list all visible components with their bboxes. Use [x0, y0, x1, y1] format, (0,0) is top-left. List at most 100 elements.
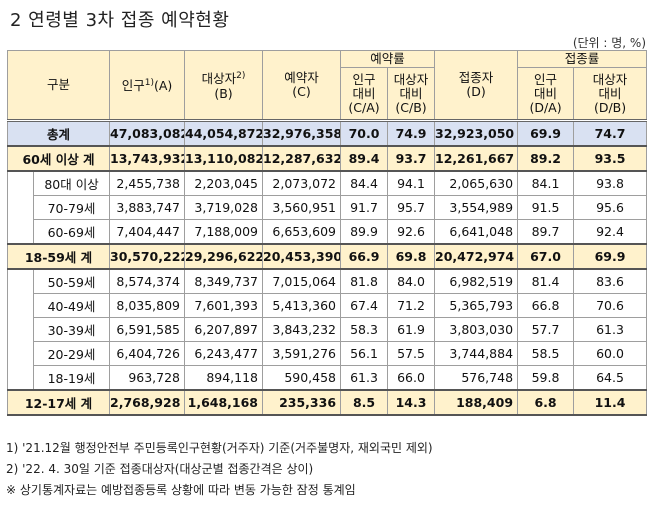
row-label: 총계: [6, 119, 111, 147]
cell-target: 44,054,872: [184, 119, 264, 147]
cell-da: 59.8: [517, 365, 575, 391]
cell-cb: 94.1: [387, 170, 436, 196]
cell-target: 2,203,045: [184, 170, 264, 196]
cell-reserved: 5,413,360: [262, 293, 342, 318]
table-row: 70-79세 3,883,747 3,719,028 3,560,951 91.7 95.…: [7, 195, 648, 220]
footnotes: 1) '21.12월 행정안전부 주민등록인구현황(거주자) 기준(거주불명자,…: [6, 438, 433, 501]
cell-cb: 84.0: [387, 268, 436, 294]
header-vaccination-rate: 접종률: [517, 50, 648, 68]
cell-cb: 57.5: [387, 341, 436, 366]
page-title: 2 연령별 3차 접종 예약현황: [10, 10, 230, 31]
indent-cell: [7, 365, 34, 391]
cell-reserved: 3,591,276: [262, 341, 342, 366]
cell-da: 57.7: [517, 317, 575, 342]
cell-target: 8,349,737: [184, 268, 264, 294]
cell-reserved: 7,015,064: [262, 268, 342, 294]
cell-da: 81.4: [517, 268, 575, 294]
table-row: 18-19세 963,728 894,118 590,458 61.3 66.0 576,7…: [7, 365, 648, 391]
cell-target: 7,188,009: [184, 219, 264, 245]
header-reserved: 예약자 (C): [262, 50, 342, 122]
indent-cell: [7, 219, 34, 245]
cell-cb: 92.6: [387, 219, 436, 245]
row-label: 18-59세 계: [6, 243, 111, 270]
cell-ca: 56.1: [340, 341, 389, 366]
cell-cb: 14.3: [387, 389, 436, 416]
unit-label: (단위 : 명, %): [572, 36, 646, 50]
cell-da: 89.7: [517, 219, 575, 245]
cell-db: 69.9: [573, 243, 648, 270]
cell-vaccinated: 5,365,793: [434, 293, 519, 318]
table-row: 18-59세 계 30,570,222 29,296,622 20,453,390 66…: [6, 243, 648, 270]
header-ca: 인구 대비 (C/A): [340, 67, 389, 122]
cell-vaccinated: 3,744,884: [434, 341, 519, 366]
header-reservation-rate: 예약률: [340, 50, 436, 68]
cell-target: 13,110,082: [184, 145, 264, 172]
header-category: 구분: [6, 50, 111, 122]
row-label: 70-79세: [32, 195, 111, 220]
cell-da: 67.0: [517, 243, 575, 270]
table-row: 60세 이상 계 13,743,932 13,110,082 12,287,632 89…: [6, 145, 648, 172]
cell-population: 8,035,809: [109, 293, 186, 318]
header-vaccinated: 접종자 (D): [434, 50, 519, 122]
cell-population: 963,728: [109, 365, 186, 391]
footnote-2: 2) '22. 4. 30일 기준 접종대상자(대상군별 접종간격은 상이): [6, 462, 314, 476]
cell-population: 13,743,932: [109, 145, 186, 172]
table-row: 총계 47,083,082 44,054,872 32,976,358 70.0 74.9…: [6, 119, 648, 147]
cell-population: 2,455,738: [109, 170, 186, 196]
indent-cell: [7, 317, 34, 342]
cell-cb: 95.7: [387, 195, 436, 220]
cell-da: 58.5: [517, 341, 575, 366]
cell-vaccinated: 576,748: [434, 365, 519, 391]
indent-cell: [7, 341, 34, 366]
table-row: 12-17세 계 2,768,928 1,648,168 235,336 8.5 14.3…: [6, 389, 648, 416]
indent-cell: [7, 195, 34, 220]
cell-ca: 84.4: [340, 170, 389, 196]
cell-ca: 66.9: [340, 243, 389, 270]
cell-ca: 58.3: [340, 317, 389, 342]
cell-db: 93.8: [573, 170, 648, 196]
cell-reserved: 12,287,632: [262, 145, 342, 172]
footnote-1: 1) '21.12월 행정안전부 주민등록인구현황(거주자) 기준(거주불명자,…: [6, 441, 433, 455]
row-label: 60세 이상 계: [6, 145, 111, 172]
header-cb: 대상자 대비 (C/B): [387, 67, 436, 122]
cell-ca: 67.4: [340, 293, 389, 318]
cell-ca: 70.0: [340, 119, 389, 147]
cell-population: 30,570,222: [109, 243, 186, 270]
cell-db: 64.5: [573, 365, 648, 391]
row-label: 80대 이상: [32, 170, 111, 196]
cell-population: 2,768,928: [109, 389, 186, 416]
cell-ca: 61.3: [340, 365, 389, 391]
cell-vaccinated: 6,641,048: [434, 219, 519, 245]
cell-cb: 71.2: [387, 293, 436, 318]
cell-db: 70.6: [573, 293, 648, 318]
cell-vaccinated: 3,803,030: [434, 317, 519, 342]
cell-ca: 81.8: [340, 268, 389, 294]
cell-da: 89.2: [517, 145, 575, 172]
cell-reserved: 3,843,232: [262, 317, 342, 342]
cell-reserved: 20,453,390: [262, 243, 342, 270]
cell-population: 8,574,374: [109, 268, 186, 294]
cell-da: 6.8: [517, 389, 575, 416]
cell-ca: 89.9: [340, 219, 389, 245]
header-db: 대상자 대비 (D/B): [573, 67, 648, 122]
indent-cell: [7, 293, 34, 318]
cell-ca: 89.4: [340, 145, 389, 172]
cell-reserved: 6,653,609: [262, 219, 342, 245]
cell-da: 91.5: [517, 195, 575, 220]
cell-vaccinated: 188,409: [434, 389, 519, 416]
cell-db: 92.4: [573, 219, 648, 245]
cell-db: 74.7: [573, 119, 648, 147]
cell-target: 7,601,393: [184, 293, 264, 318]
header-target: 대상자2) (B): [184, 50, 264, 122]
cell-db: 60.0: [573, 341, 648, 366]
cell-target: 3,719,028: [184, 195, 264, 220]
cell-reserved: 235,336: [262, 389, 342, 416]
cell-population: 3,883,747: [109, 195, 186, 220]
cell-vaccinated: 20,472,974: [434, 243, 519, 270]
row-label: 60-69세: [32, 219, 111, 245]
cell-db: 93.5: [573, 145, 648, 172]
cell-population: 7,404,447: [109, 219, 186, 245]
cell-vaccinated: 2,065,630: [434, 170, 519, 196]
row-label: 12-17세 계: [6, 389, 111, 416]
cell-target: 1,648,168: [184, 389, 264, 416]
